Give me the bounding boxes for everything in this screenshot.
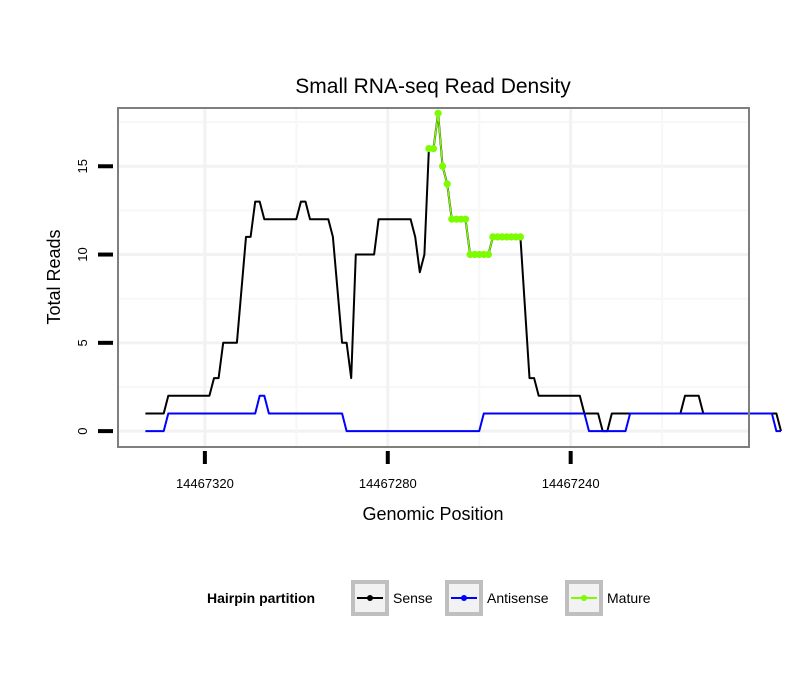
data-point-mature — [434, 109, 442, 117]
legend-key-sense-marker — [367, 595, 373, 601]
legend-label-antisense: Antisense — [487, 590, 549, 606]
legend: Hairpin partition Sense Antisense Mature — [207, 580, 651, 616]
x-tick-label: 14467280 — [359, 476, 417, 491]
grid-layer — [118, 108, 749, 447]
x-tick-label: 14467240 — [542, 476, 600, 491]
panel-background — [118, 108, 749, 447]
data-point-mature — [461, 215, 470, 223]
legend-title: Hairpin partition — [207, 590, 315, 606]
x-axis: 14467320 14467280 14467240 — [176, 451, 600, 491]
y-axis-label: Total Reads — [44, 229, 64, 324]
data-point-mature — [443, 180, 451, 188]
data-point-mature — [439, 162, 447, 170]
legend-item-antisense: Antisense — [445, 580, 549, 616]
data-point-mature — [429, 145, 438, 153]
y-tick-label: 15 — [75, 159, 90, 173]
x-axis-label: Genomic Position — [362, 504, 503, 524]
legend-key-antisense-marker — [461, 595, 467, 601]
y-axis: 0 5 10 15 — [75, 159, 113, 435]
plot-panel — [117, 107, 782, 448]
y-tick-label: 0 — [75, 427, 90, 434]
legend-label-mature: Mature — [607, 590, 651, 606]
legend-item-mature: Mature — [565, 580, 651, 616]
series-line-antisense — [145, 394, 781, 433]
data-point-mature — [484, 250, 492, 259]
x-tick-label: 14467320 — [176, 476, 234, 491]
legend-label-sense: Sense — [393, 590, 433, 606]
y-tick-label: 10 — [75, 247, 90, 261]
series-layer — [145, 109, 782, 433]
legend-item-sense: Sense — [351, 580, 433, 616]
y-tick-label: 5 — [75, 339, 90, 346]
panel-border — [117, 107, 750, 448]
data-point-mature — [516, 233, 525, 241]
series-line-sense — [145, 112, 782, 433]
chart-title: Small RNA-seq Read Density — [295, 75, 571, 98]
legend-key-mature-marker — [581, 595, 587, 601]
